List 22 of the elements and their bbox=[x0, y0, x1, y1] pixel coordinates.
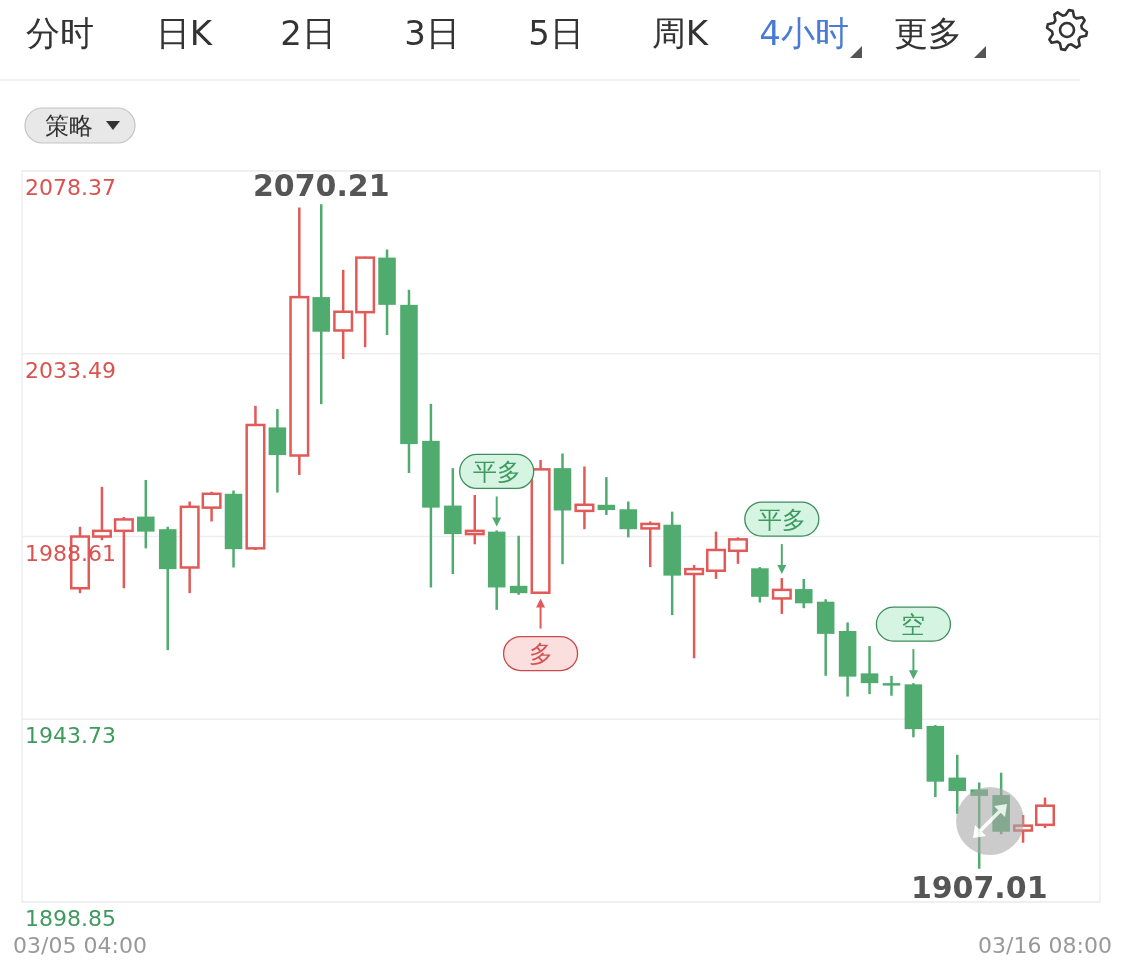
annotation: 空 bbox=[901, 610, 926, 639]
annotation: 平多 bbox=[757, 505, 806, 534]
text: 更多 bbox=[894, 13, 962, 53]
text: 周K bbox=[651, 13, 710, 53]
x-tick-label: 03/16 08:00 bbox=[978, 933, 1112, 958]
annotation: 2070.21 bbox=[252, 168, 390, 204]
annotation: 多 bbox=[528, 640, 553, 669]
y-tick-label: 1898.85 bbox=[25, 906, 116, 931]
text: 4小时 bbox=[759, 13, 849, 53]
x-tick-label: 03/05 04:00 bbox=[13, 933, 147, 958]
text: 5日 bbox=[528, 13, 584, 53]
y-tick-label: 2033.49 bbox=[25, 357, 116, 383]
text: 2日 bbox=[280, 13, 336, 53]
y-tick-label: 1943.73 bbox=[25, 723, 116, 749]
text: 分时 bbox=[26, 13, 94, 53]
annotation: 平多 bbox=[472, 457, 521, 486]
y-tick-label: 2078.37 bbox=[25, 175, 116, 200]
text: 策略 bbox=[45, 112, 93, 140]
text: 3日 bbox=[404, 13, 460, 53]
annotation: 1907.01 bbox=[910, 869, 1048, 905]
dropdown-button[interactable] bbox=[24, 107, 136, 144]
text: 日K bbox=[155, 13, 214, 53]
